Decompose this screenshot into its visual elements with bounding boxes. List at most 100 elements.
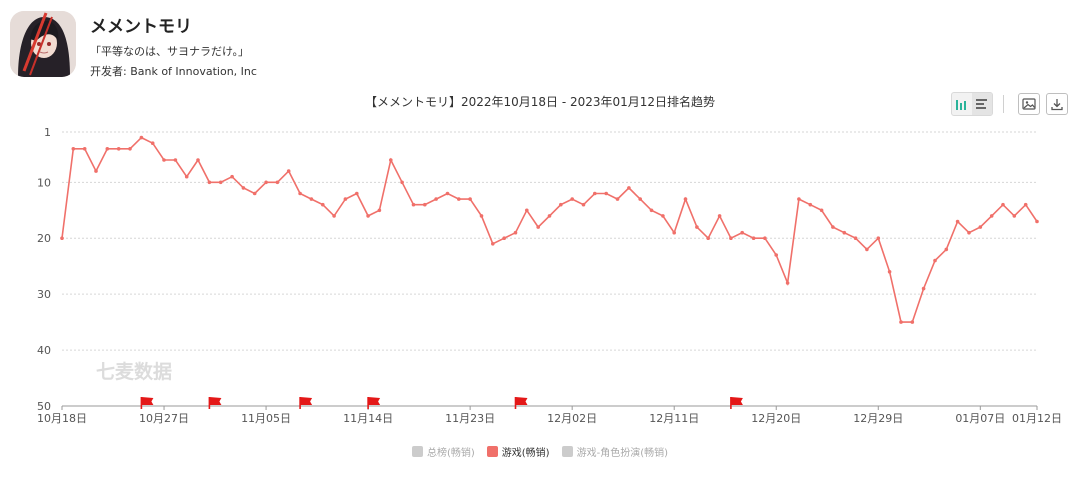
data-point[interactable] <box>831 225 835 229</box>
data-point[interactable] <box>978 225 983 229</box>
data-point[interactable] <box>1001 202 1005 207</box>
data-point[interactable] <box>876 236 881 240</box>
data-point[interactable] <box>627 186 631 190</box>
data-point[interactable] <box>366 214 370 218</box>
data-point[interactable] <box>989 214 994 218</box>
list-icon[interactable] <box>972 93 992 115</box>
data-point[interactable] <box>944 247 949 252</box>
data-point[interactable] <box>60 236 64 240</box>
data-point[interactable] <box>377 208 382 213</box>
data-point[interactable] <box>865 247 869 252</box>
data-point[interactable] <box>94 169 98 173</box>
data-point[interactable] <box>1035 219 1039 224</box>
data-point[interactable] <box>740 230 744 235</box>
data-point[interactable] <box>71 147 76 151</box>
data-point[interactable] <box>842 230 847 235</box>
data-point[interactable] <box>389 158 393 162</box>
data-point[interactable] <box>615 197 620 201</box>
data-point[interactable] <box>638 197 642 201</box>
data-point[interactable] <box>241 186 246 190</box>
data-point[interactable] <box>491 242 495 246</box>
data-point[interactable] <box>910 320 915 324</box>
legend-item[interactable]: 总榜(畅销) <box>411 444 475 459</box>
data-point[interactable] <box>196 158 200 162</box>
data-point[interactable] <box>706 236 710 240</box>
data-point[interactable] <box>309 197 314 201</box>
data-point[interactable] <box>774 253 778 257</box>
data-point[interactable] <box>729 236 733 240</box>
event-flag-icon[interactable] <box>140 397 154 409</box>
data-point[interactable] <box>547 214 552 218</box>
image-icon[interactable] <box>1018 93 1040 115</box>
data-point[interactable] <box>207 180 212 185</box>
data-point[interactable] <box>717 214 722 218</box>
data-point[interactable] <box>298 191 302 196</box>
data-point[interactable] <box>604 191 608 196</box>
data-point[interactable] <box>218 180 223 185</box>
data-point[interactable] <box>921 286 926 291</box>
data-point[interactable] <box>808 202 813 207</box>
event-flag-icon[interactable] <box>208 397 222 409</box>
data-point[interactable] <box>423 202 427 207</box>
data-point[interactable] <box>434 197 438 201</box>
data-point[interactable] <box>887 270 892 274</box>
data-point[interactable] <box>581 202 586 207</box>
data-point[interactable] <box>1023 202 1028 207</box>
bar-chart-icon[interactable] <box>952 93 972 115</box>
data-point[interactable] <box>513 230 518 235</box>
data-point[interactable] <box>661 214 665 218</box>
data-point[interactable] <box>479 214 484 218</box>
data-point[interactable] <box>819 208 824 213</box>
data-point[interactable] <box>593 191 597 196</box>
data-point[interactable] <box>116 147 121 151</box>
event-flag-icon[interactable] <box>514 397 528 409</box>
data-point[interactable] <box>275 180 280 185</box>
data-point[interactable] <box>173 158 178 162</box>
data-point[interactable] <box>797 197 801 201</box>
data-point[interactable] <box>264 180 268 185</box>
data-point[interactable] <box>763 236 767 240</box>
event-flag-icon[interactable] <box>299 397 313 409</box>
data-point[interactable] <box>184 174 189 179</box>
data-point[interactable] <box>570 197 574 201</box>
data-point[interactable] <box>82 147 87 151</box>
data-point[interactable] <box>536 225 540 229</box>
data-point[interactable] <box>105 147 110 151</box>
data-point[interactable] <box>286 169 291 173</box>
event-flag-icon[interactable] <box>367 397 381 409</box>
data-point[interactable] <box>321 202 325 207</box>
legend-item[interactable]: 游戏-角色扮演(畅销) <box>561 444 668 459</box>
data-point[interactable] <box>252 191 257 196</box>
data-point[interactable] <box>150 141 155 145</box>
data-point[interactable] <box>332 214 336 218</box>
data-point[interactable] <box>411 202 416 207</box>
data-point[interactable] <box>502 236 507 240</box>
data-point[interactable] <box>649 208 654 213</box>
data-point[interactable] <box>672 230 676 235</box>
data-point[interactable] <box>955 219 960 224</box>
data-point[interactable] <box>933 258 937 263</box>
legend-item[interactable]: 游戏(畅销) <box>486 444 550 459</box>
data-point[interactable] <box>559 202 563 207</box>
data-point[interactable] <box>445 191 450 196</box>
data-point[interactable] <box>355 191 359 196</box>
data-point[interactable] <box>967 230 971 235</box>
data-point[interactable] <box>468 197 472 201</box>
data-point[interactable] <box>128 147 132 151</box>
data-point[interactable] <box>899 320 903 324</box>
data-point[interactable] <box>1012 214 1017 218</box>
data-point[interactable] <box>400 180 404 185</box>
data-point[interactable] <box>139 135 144 140</box>
data-point[interactable] <box>525 208 529 213</box>
data-point[interactable] <box>695 225 699 229</box>
data-point[interactable] <box>457 197 461 201</box>
data-point[interactable] <box>162 158 166 162</box>
download-icon[interactable] <box>1046 93 1068 115</box>
data-point[interactable] <box>853 236 858 240</box>
data-point[interactable] <box>230 174 234 179</box>
event-flag-icon[interactable] <box>730 397 743 409</box>
data-point[interactable] <box>751 236 756 240</box>
data-point[interactable] <box>343 197 348 201</box>
data-point[interactable] <box>683 197 688 201</box>
data-point[interactable] <box>785 281 790 285</box>
